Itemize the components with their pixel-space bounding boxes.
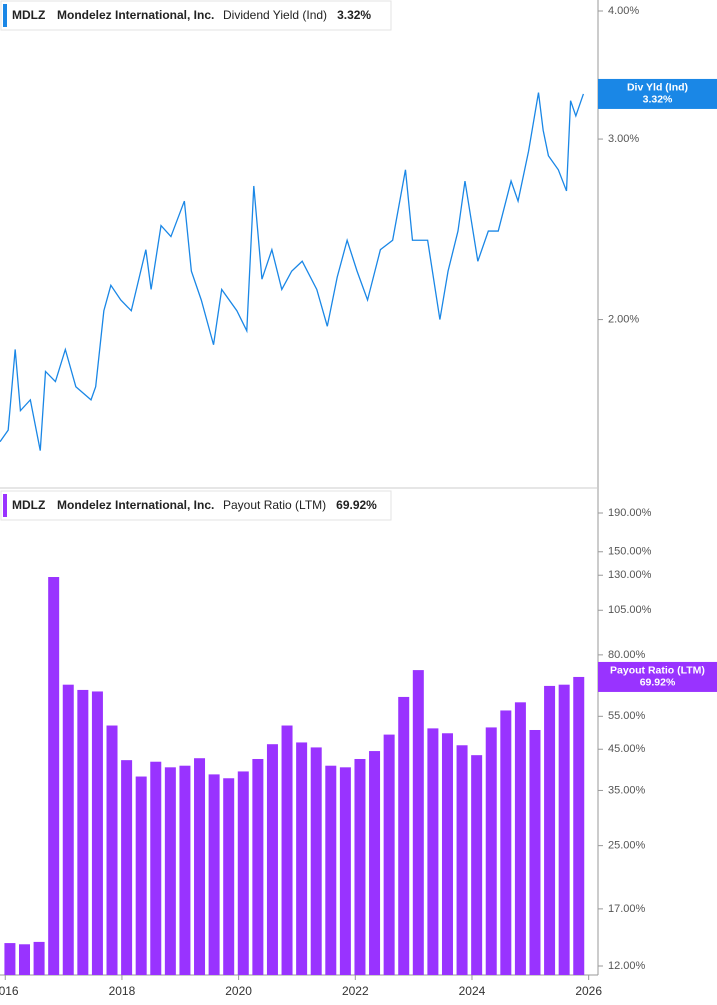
legend-value: 69.92% <box>336 498 377 512</box>
x-tick-label: 2022 <box>342 984 369 998</box>
legend-ticker: MDLZ <box>12 8 45 22</box>
bar <box>223 778 235 975</box>
x-tick-label: 2026 <box>575 984 602 998</box>
bar <box>150 761 162 975</box>
x-tick-label: 2024 <box>459 984 486 998</box>
legend-swatch <box>3 494 7 517</box>
bar <box>573 676 585 975</box>
y-tick-label: 80.00% <box>608 649 646 661</box>
y-tick-label: 17.00% <box>608 903 646 915</box>
bar <box>310 747 322 975</box>
marker-value: 69.92% <box>640 677 676 689</box>
bar <box>485 727 497 975</box>
y-tick-label: 3.00% <box>608 133 639 145</box>
bar <box>91 691 103 975</box>
bar <box>296 742 308 975</box>
bar <box>369 751 381 975</box>
bar <box>4 943 16 975</box>
x-tick-label: 2016 <box>0 984 19 998</box>
y-tick-label: 190.00% <box>608 507 652 519</box>
value-marker <box>598 78 717 109</box>
line-series <box>0 92 585 451</box>
y-tick-label: 150.00% <box>608 546 652 558</box>
bar <box>325 765 337 975</box>
bar <box>339 767 351 975</box>
legend-box <box>0 0 392 31</box>
marker-label: Div Yld (Ind) <box>627 82 688 94</box>
bar <box>514 702 526 975</box>
bar <box>354 758 366 975</box>
bar <box>194 758 206 975</box>
bar <box>106 725 118 975</box>
legend-box <box>0 490 392 521</box>
legend-metric: Dividend Yield (Ind) <box>223 8 327 22</box>
x-tick-label: 2020 <box>225 984 252 998</box>
bar <box>427 728 439 975</box>
y-tick-label: 35.00% <box>608 784 646 796</box>
marker-value: 3.32% <box>643 94 673 106</box>
legend-company: Mondelez International, Inc. <box>57 8 214 22</box>
bar <box>471 755 483 975</box>
bar <box>441 733 453 975</box>
bar <box>266 744 278 975</box>
value-marker <box>598 661 717 692</box>
bar <box>77 689 89 975</box>
bar <box>62 684 74 975</box>
y-tick-label: 12.00% <box>608 960 646 972</box>
bar <box>500 710 512 975</box>
bar <box>383 734 395 975</box>
bar <box>164 767 176 975</box>
bar <box>179 765 191 975</box>
y-tick-label: 45.00% <box>608 743 646 755</box>
bar <box>19 944 31 975</box>
y-tick-label: 55.00% <box>608 710 646 722</box>
bar <box>281 725 293 975</box>
legend-swatch <box>3 4 7 27</box>
bar <box>398 696 410 975</box>
bar <box>237 771 249 975</box>
bar <box>121 760 133 975</box>
bar <box>412 670 424 975</box>
bar <box>48 577 60 975</box>
y-tick-label: 130.00% <box>608 569 652 581</box>
legend-company: Mondelez International, Inc. <box>57 498 214 512</box>
bar <box>135 776 147 975</box>
marker-label: Payout Ratio (LTM) <box>610 665 705 677</box>
bar <box>456 745 468 975</box>
bar <box>544 685 556 975</box>
bar <box>529 729 541 975</box>
x-tick-label: 2018 <box>109 984 136 998</box>
bar <box>252 758 264 975</box>
bar <box>558 684 570 975</box>
bar <box>33 941 45 975</box>
legend-ticker: MDLZ <box>12 498 45 512</box>
legend-value: 3.32% <box>337 8 371 22</box>
y-tick-label: 2.00% <box>608 313 639 325</box>
y-tick-label: 4.00% <box>608 5 639 17</box>
y-tick-label: 105.00% <box>608 604 652 616</box>
y-tick-label: 25.00% <box>608 840 646 852</box>
legend-metric: Payout Ratio (LTM) <box>223 498 326 512</box>
bar <box>208 774 220 975</box>
